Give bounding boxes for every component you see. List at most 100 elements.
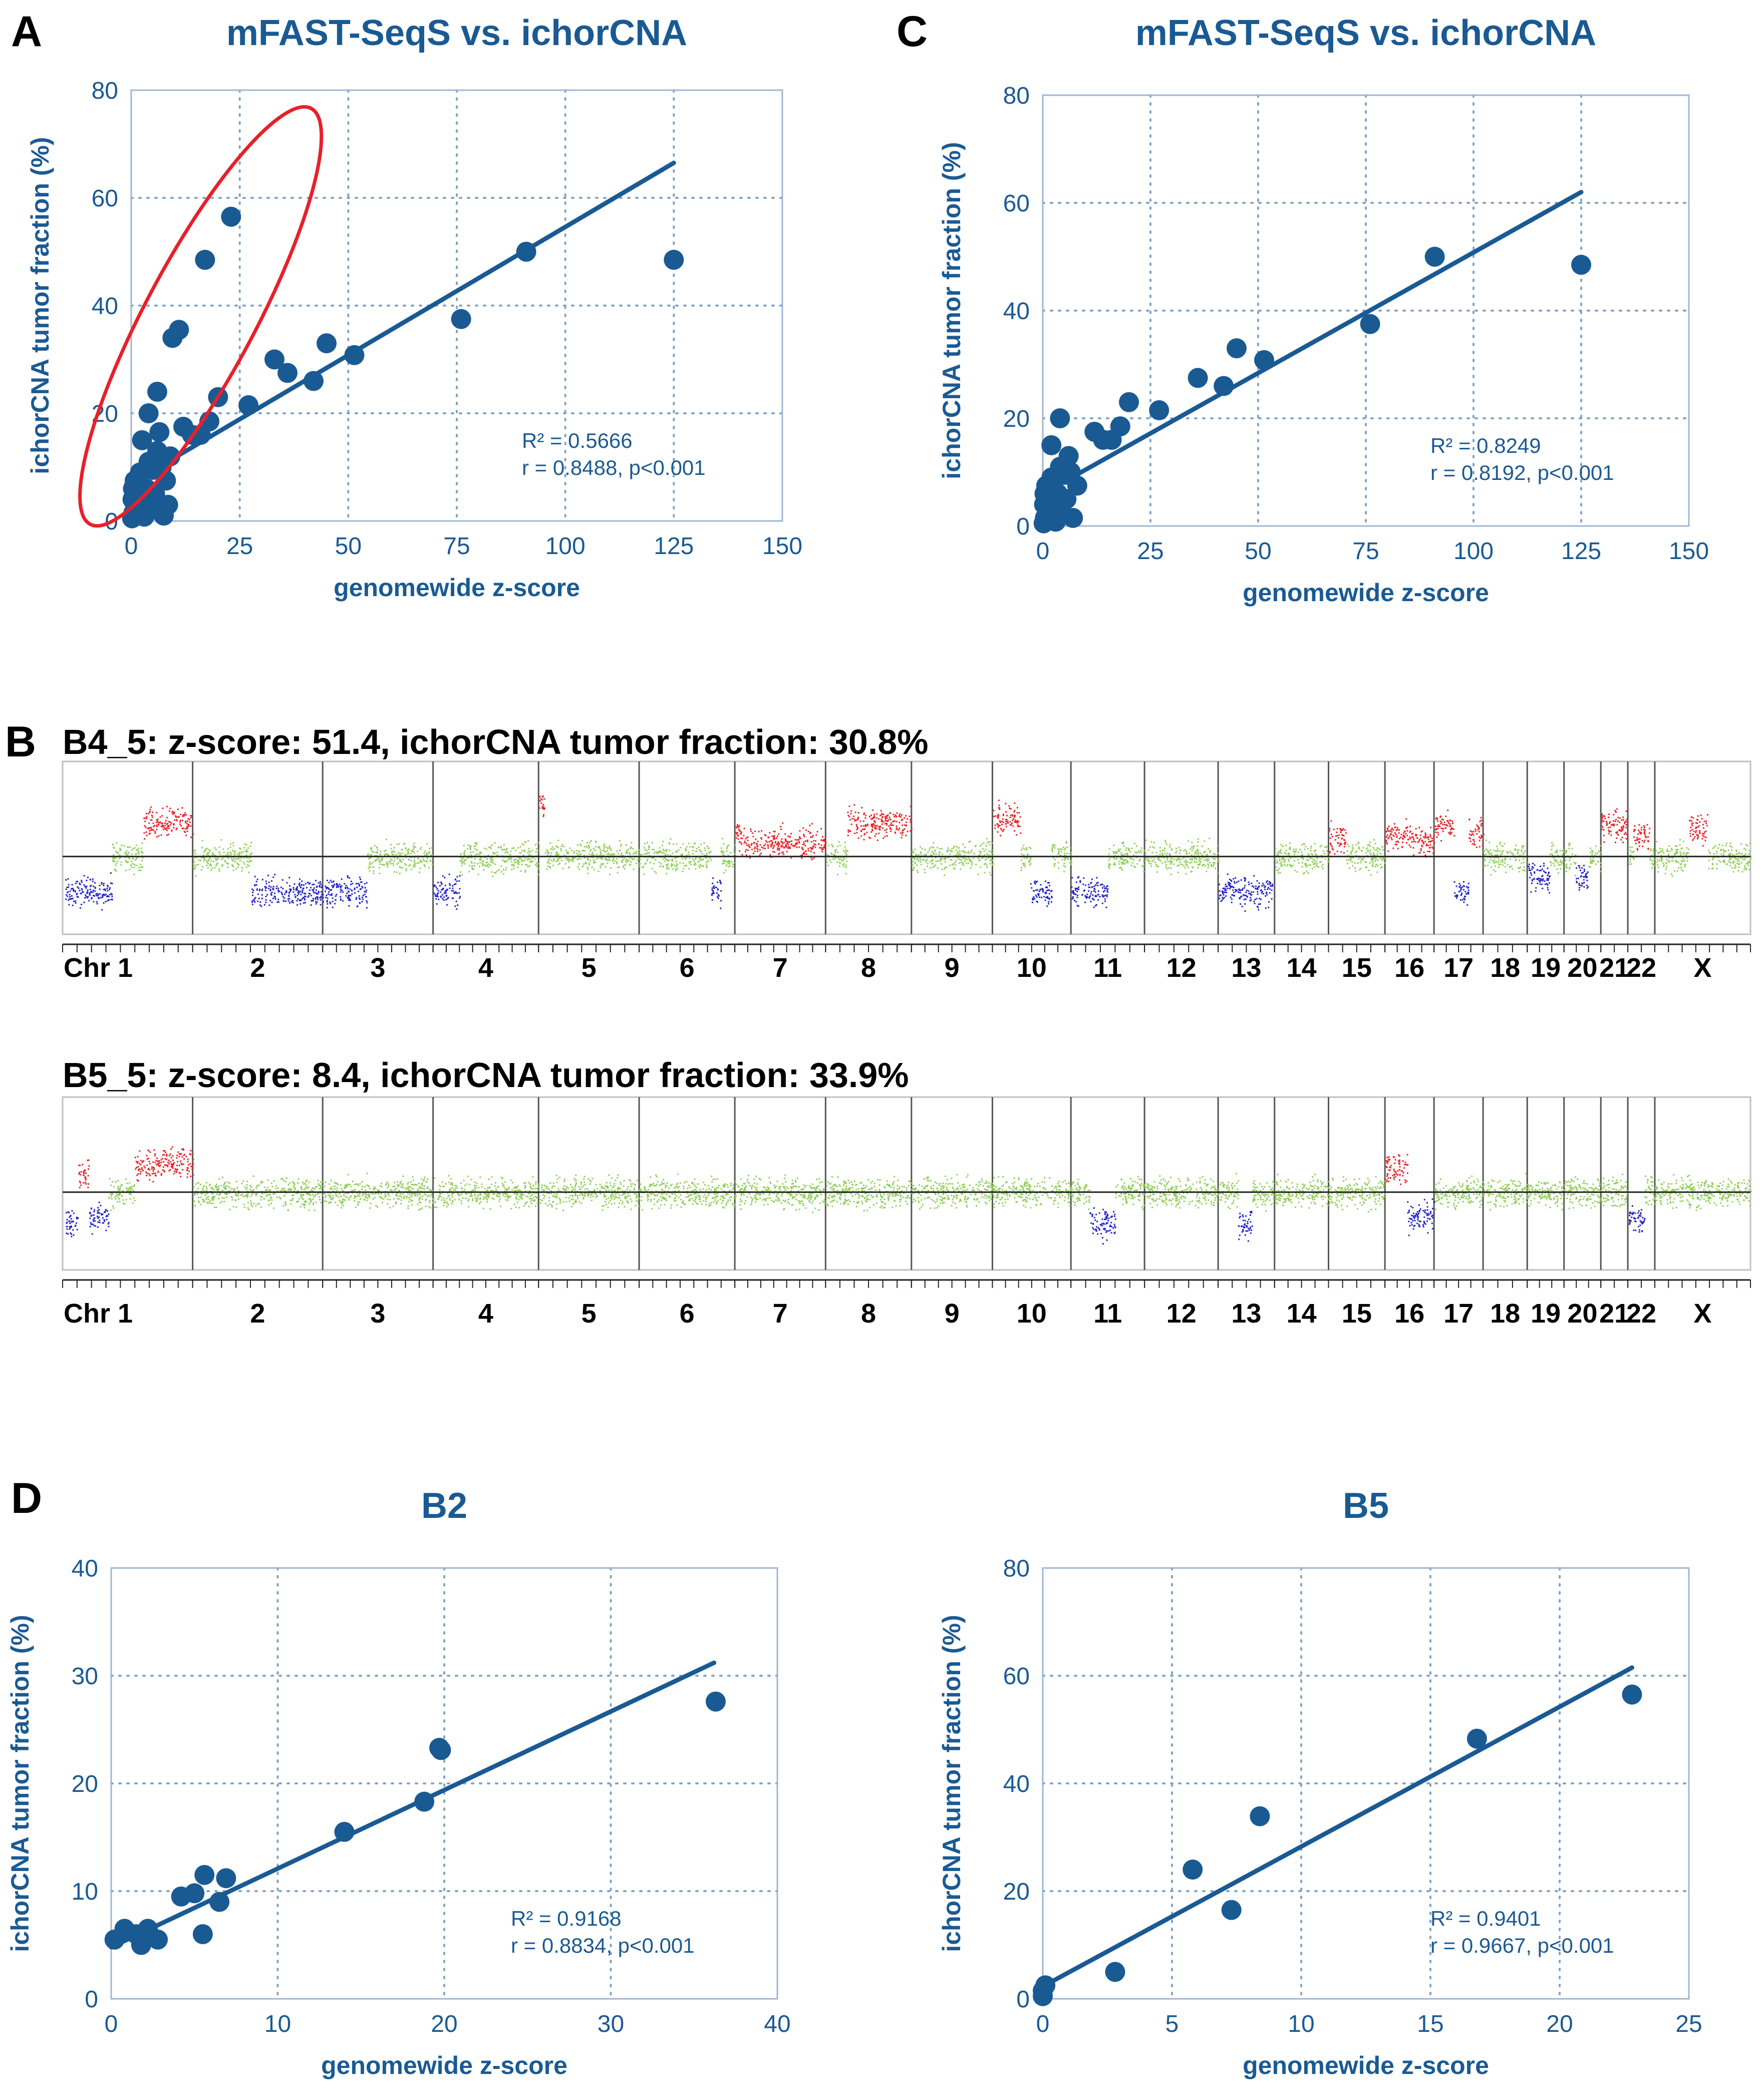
copy-number-bin — [513, 847, 515, 849]
y-tick-label: 80 — [1003, 83, 1030, 109]
copy-number-bin — [1213, 853, 1215, 855]
copy-number-bin — [1183, 850, 1185, 852]
copy-number-bin — [1010, 815, 1012, 816]
copy-number-bin — [370, 848, 372, 850]
copy-number-bin — [666, 851, 668, 853]
copy-number-bin — [287, 900, 289, 902]
copy-number-bin — [600, 867, 602, 869]
copy-number-bin — [782, 851, 784, 853]
copy-number-bin — [972, 858, 974, 860]
copy-number-bin — [231, 864, 233, 866]
copy-number-bin — [391, 851, 393, 853]
copy-number-bin — [513, 865, 515, 867]
copy-number-bin — [1539, 870, 1541, 872]
copy-number-bin — [1500, 861, 1502, 863]
copy-number-bin — [1179, 852, 1181, 854]
copy-number-bin — [1361, 858, 1363, 860]
copy-number-bin — [1248, 881, 1250, 883]
copy-number-bin — [239, 848, 241, 850]
copy-number-bin — [103, 902, 105, 904]
copy-number-bin — [856, 828, 858, 830]
copy-number-bin — [1076, 896, 1078, 898]
copy-number-bin — [1014, 830, 1016, 832]
copy-number-bin — [523, 844, 525, 846]
copy-number-bin — [1491, 853, 1493, 855]
copy-number-bin — [341, 885, 343, 887]
copy-number-bin — [1104, 898, 1106, 900]
copy-number-bin — [320, 891, 322, 893]
copy-number-bin — [659, 865, 661, 867]
copy-number-bin — [829, 859, 831, 861]
copy-number-bin — [1475, 830, 1477, 832]
copy-number-bin — [905, 815, 907, 817]
copy-number-bin — [232, 857, 234, 859]
copy-number-bin — [395, 854, 397, 856]
copy-number-bin — [695, 868, 697, 870]
copy-number-bin — [68, 884, 70, 886]
copy-number-bin — [442, 888, 444, 890]
copy-number-bin — [361, 896, 363, 898]
copy-number-bin — [1375, 859, 1377, 861]
copy-number-bin — [890, 812, 891, 814]
copy-number-bin — [1528, 867, 1530, 869]
copy-number-bin — [593, 869, 595, 871]
copy-number-bin — [920, 853, 922, 855]
copy-number-bin — [740, 833, 742, 835]
copy-number-bin — [1479, 846, 1481, 848]
copy-number-bin — [317, 899, 319, 901]
copy-number-bin — [542, 808, 544, 810]
copy-number-bin — [779, 826, 781, 828]
copy-number-bin — [271, 891, 273, 893]
copy-number-bin — [595, 841, 597, 843]
copy-number-bin — [463, 845, 465, 847]
copy-number-bin — [1319, 846, 1321, 848]
copy-number-bin — [1048, 897, 1050, 899]
copy-number-bin — [833, 855, 835, 857]
copy-number-bin — [613, 856, 615, 858]
copy-number-bin — [402, 867, 404, 869]
copy-number-bin — [1355, 870, 1357, 872]
copy-number-bin — [226, 854, 228, 856]
copy-number-bin — [135, 865, 137, 867]
copy-number-bin — [187, 820, 189, 822]
copy-number-bin — [1305, 863, 1307, 865]
copy-number-bin — [469, 845, 471, 847]
copy-number-bin — [1058, 867, 1059, 869]
plot-frame — [1042, 94, 1690, 527]
copy-number-bin — [1185, 853, 1187, 854]
copy-number-bin — [399, 873, 401, 875]
copy-number-bin — [312, 899, 314, 901]
copy-number-bin — [1045, 896, 1047, 898]
copy-number-bin — [720, 883, 722, 885]
copy-number-bin — [551, 849, 553, 851]
copy-number-segment — [1020, 845, 1032, 871]
copy-number-bin — [866, 823, 868, 825]
copy-number-bin — [347, 875, 349, 877]
copy-number-bin — [879, 825, 881, 827]
copy-number-bin — [1413, 840, 1415, 842]
copy-number-bin — [218, 851, 220, 853]
copy-number-bin — [1511, 852, 1512, 854]
copy-number-bin — [993, 810, 995, 812]
copy-number-bin — [753, 842, 755, 844]
copy-number-bin — [1036, 900, 1038, 902]
copy-number-bin — [561, 844, 563, 846]
copy-number-bin — [1310, 853, 1312, 855]
copy-number-bin — [529, 861, 531, 863]
copy-number-bin — [1155, 864, 1157, 866]
copy-number-bin — [478, 854, 480, 856]
copy-number-bin — [436, 888, 438, 890]
copy-number-bin — [702, 865, 704, 867]
copy-number-bin — [539, 796, 541, 798]
copy-number-bin — [1077, 905, 1079, 907]
copy-number-bin — [907, 831, 909, 833]
copy-number-bin — [1095, 904, 1097, 906]
copy-number-bin — [1248, 890, 1250, 892]
copy-number-bin — [471, 862, 473, 864]
copy-number-bin — [326, 900, 328, 902]
copy-number-bin — [1421, 845, 1423, 847]
copy-number-bin — [1313, 863, 1314, 865]
copy-number-bin — [528, 854, 530, 856]
copy-number-bin — [904, 828, 906, 830]
copy-number-bin — [390, 863, 392, 865]
